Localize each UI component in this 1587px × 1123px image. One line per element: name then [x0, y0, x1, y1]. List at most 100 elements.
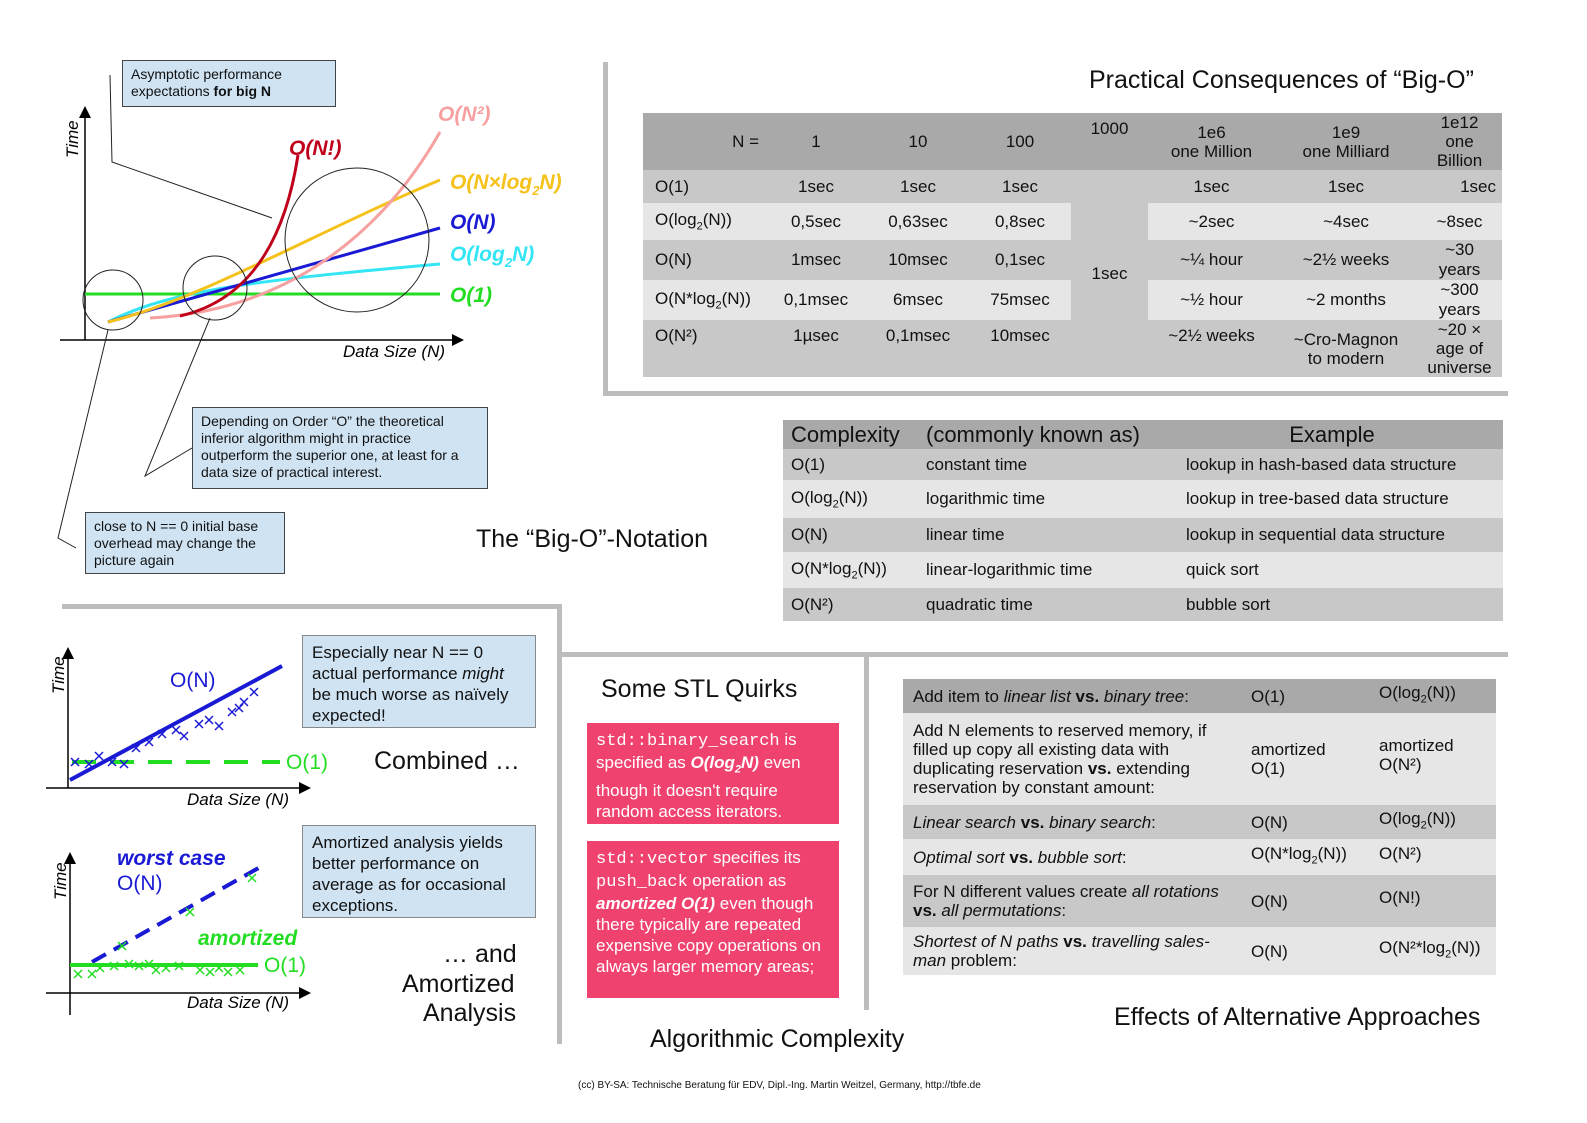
note-close-to-zero: close to N == 0 initial base overhead ma…: [85, 512, 285, 574]
header-1000: 1000: [1090, 119, 1129, 138]
divider-top-right-bottom: [603, 391, 1508, 396]
label-on: O(N): [170, 669, 216, 692]
header-complexity: Complexity: [791, 421, 900, 447]
effects-option-b: amortized O(N²): [1379, 736, 1454, 775]
x-axis-label: Data Size (N): [187, 993, 289, 1012]
table-row: O(N²) quadratic time bubble sort: [783, 588, 1503, 621]
label-onfact: O(N!): [289, 137, 341, 160]
header-example: Example: [1289, 421, 1375, 447]
combined-diagram: Time Data Size (N) O(N) O(1): [46, 647, 328, 809]
amortized-measurements: [73, 873, 257, 979]
header-1e12: 1e12 one Billion: [1436, 113, 1483, 170]
effects-option-a: O(1): [1251, 686, 1285, 706]
table-row: Linear search vs. binary search: O(N) O(lo…: [903, 805, 1496, 839]
table-row: O(N*log2(N)) linear-logarithmic time qui…: [783, 552, 1503, 588]
label-on2: O(N²): [438, 103, 490, 126]
table-row: O(1) 1sec 1sec 1sec 1sec 1sec 1sec 1sec: [643, 170, 1502, 377]
big-o-curves-diagram: Time Data Size (N) O(N!) O(N²) O(N×log2N…: [57, 74, 562, 549]
title-big-o-notation: The “Big-O”-Notation: [476, 525, 709, 553]
effects-description: Add N elements to reserved memory, if fi…: [913, 721, 1207, 797]
curve-onfact: [179, 154, 300, 318]
effects-option-b: O(N!): [1379, 887, 1421, 907]
y-axis-label: Time: [63, 120, 82, 158]
amortized-diagram: Time Data Size (N) worst case O(N) amort…: [46, 847, 311, 1015]
table-row: Shortest of N paths vs. travelling sales…: [903, 927, 1496, 975]
header-1: 1: [811, 131, 821, 151]
table-row: Optimal sort vs. bubble sort: O(N*log2(N)…: [903, 839, 1496, 875]
worst-case-dashed-line: [91, 864, 263, 964]
effects-option-b: O(N²): [1379, 843, 1422, 863]
main-title: Algorithmic Complexity: [650, 1025, 905, 1053]
effects-description: Add item to linear list vs. binary tree:: [913, 686, 1189, 706]
table-row: O(1) constant time lookup in hash-based …: [783, 449, 1503, 480]
table-row: For N different values create all rotati…: [903, 875, 1496, 927]
note-amortized-analysis: Amortized analysis yields better perform…: [302, 825, 536, 918]
effects-description: Shortest of N paths vs. travelling sales…: [913, 932, 1210, 970]
circle-near-zero: [82, 269, 144, 331]
label-o1: O(1): [286, 751, 328, 774]
effects-description: Optimal sort vs. bubble sort:: [913, 847, 1127, 867]
label-onlogn: O(N×log2N): [450, 171, 562, 198]
table-row: Add item to linear list vs. binary tree:…: [903, 679, 1496, 713]
on-measurements: [70, 687, 259, 769]
x-axis-label: Data Size (N): [187, 790, 289, 809]
effects-option-a: O(N): [1251, 891, 1288, 911]
callout-line-bign: [109, 74, 273, 219]
on-line: [69, 664, 283, 782]
y-axis-label: Time: [51, 862, 70, 900]
curve-on: [107, 226, 441, 324]
effects-table: Add item to linear list vs. binary tree:…: [903, 679, 1496, 975]
effects-option-a: O(N*log2(N)): [1251, 843, 1347, 867]
effects-option-a: O(N): [1251, 941, 1288, 961]
title-amortized-b: Amortized: [402, 970, 515, 998]
x-axis-label: Data Size (N): [343, 342, 445, 361]
table-row: O(N) linear time lookup in sequential da…: [783, 518, 1503, 552]
stl-binary-search-box: std::binary_search is specified as O(log…: [587, 723, 839, 824]
effects-description: For N different values create all rotati…: [913, 882, 1219, 920]
header-known-as: (commonly known as): [926, 421, 1140, 447]
header-1e9: 1e9 one Milliard: [1302, 122, 1390, 161]
note-big-n: Asymptotic performance expectations for …: [122, 60, 336, 107]
label-on: O(N): [450, 211, 496, 234]
effects-description: Linear search vs. binary search:: [913, 812, 1156, 832]
title-stl-quirks: Some STL Quirks: [601, 675, 798, 703]
divider-top-right-left: [603, 62, 608, 396]
effects-option-b: O(log2(N)): [1379, 682, 1456, 706]
callout-line-depend: [143, 317, 211, 478]
practical-table: N = 1 10 100 1000 1e6 one Million 1e9 on…: [643, 113, 1502, 377]
label-ologn: O(log2N): [450, 243, 534, 270]
divider-mid-left: [62, 604, 562, 609]
effects-option-b: O(log2(N)): [1379, 808, 1456, 832]
label-o1: O(1): [450, 284, 492, 307]
callout-line-close: [57, 329, 109, 549]
header-10: 10: [908, 131, 928, 151]
table-row: O(log2(N)) logarithmic time lookup in tr…: [783, 480, 1503, 518]
footer-copyright: (cc) BY-SA: Technische Beratung für EDV,…: [578, 1080, 981, 1091]
header-1e6: 1e6 one Million: [1170, 122, 1253, 161]
note-near-zero: Especially near N == 0 actual performanc…: [302, 635, 536, 728]
divider-mid-right: [562, 652, 1508, 657]
title-combined: Combined …: [374, 747, 520, 775]
curve-on2: [149, 131, 442, 320]
table-row: Add N elements to reserved memory, if fi…: [903, 713, 1496, 805]
complexity-table: Complexity (commonly known as) Example O…: [783, 420, 1503, 621]
circle-crossover: [182, 255, 248, 321]
header-100: 100: [1005, 131, 1035, 151]
title-practical-consequences: Practical Consequences of “Big-O”: [1089, 66, 1474, 94]
title-amortized-a: … and: [443, 940, 517, 968]
merged-1000-cell: 1sec: [1071, 170, 1148, 377]
effects-option-b: O(N²*log2(N)): [1379, 937, 1481, 961]
circle-big-n: [284, 167, 430, 313]
label-worst-case: worst case: [117, 847, 226, 870]
label-o1: O(1): [264, 954, 306, 977]
label-amortized: amortized: [198, 927, 298, 950]
title-amortized-c: Analysis: [423, 999, 517, 1027]
header-n: N =: [732, 131, 759, 151]
label-worst-case-on: O(N): [117, 872, 163, 895]
divider-mid-vertical: [557, 604, 562, 1044]
divider-stl-right: [864, 652, 869, 1010]
note-depending-order: Depending on Order “O” the theoretical i…: [192, 407, 488, 489]
stl-vector-box: std::vector specifies its push_back oper…: [587, 841, 839, 998]
title-effects: Effects of Alternative Approaches: [1114, 1003, 1481, 1031]
effects-option-a: amortized O(1): [1251, 740, 1326, 778]
